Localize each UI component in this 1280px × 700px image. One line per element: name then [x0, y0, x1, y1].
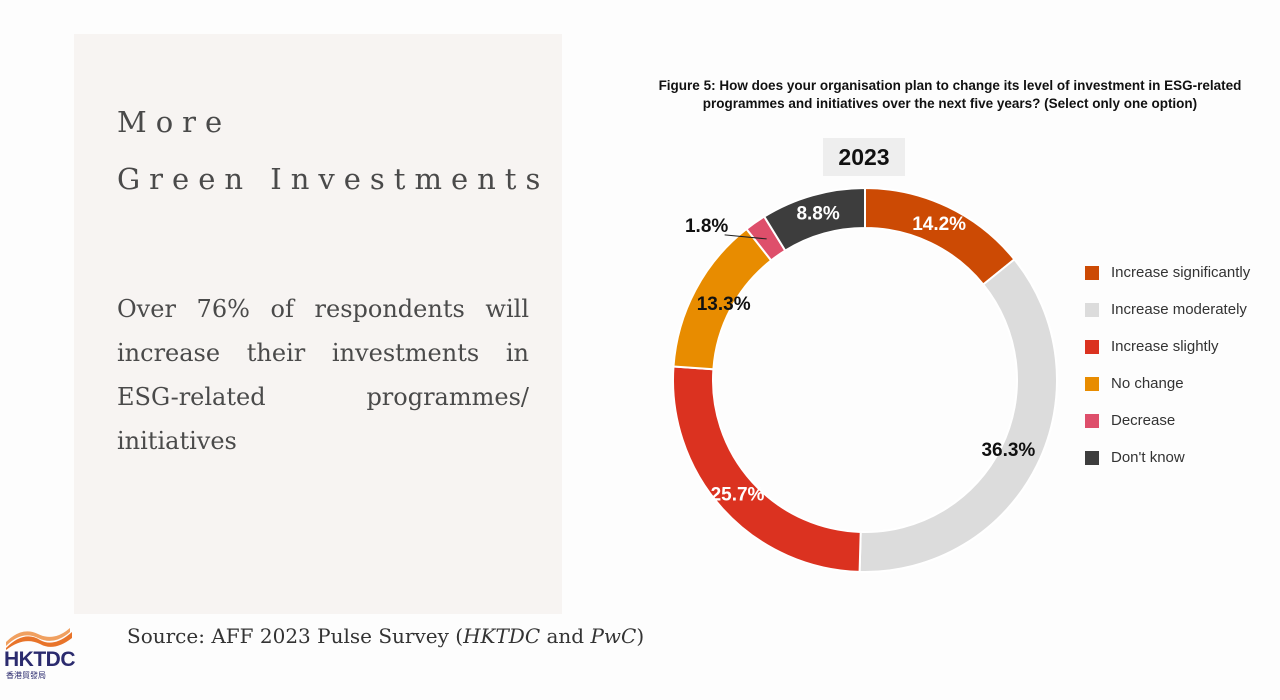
source-and: and — [540, 624, 591, 648]
source-org-hktdc: HKTDC — [463, 624, 541, 648]
data-label-no-change: 13.3% — [697, 294, 751, 315]
headline: More Green Investments — [117, 94, 549, 208]
summary-text: Over 76% of respondents will increase th… — [117, 295, 529, 455]
headline-line-1: More — [117, 105, 232, 139]
legend-item-no-change: No change — [1085, 365, 1250, 402]
logo-text: HKTDC — [4, 648, 76, 671]
legend-swatch — [1085, 450, 1099, 465]
year-label: 2023 — [823, 138, 905, 176]
headline-line-2: Green Investments — [117, 162, 550, 196]
slice-don-t-know — [762, 186, 866, 252]
legend-item-increase-slightly: Increase slightly — [1085, 328, 1250, 365]
info-panel — [74, 34, 562, 614]
legend-item-decrease: Decrease — [1085, 402, 1250, 439]
source-suffix: ) — [636, 624, 645, 648]
legend-item-increase-moderately: Increase moderately — [1085, 291, 1250, 328]
source-org-pwc: PwC — [590, 624, 637, 648]
data-label-decrease: 1.8% — [685, 216, 728, 237]
legend-swatch — [1085, 413, 1099, 428]
leader-line-decrease — [724, 234, 767, 240]
data-label-increase-moderately: 36.3% — [981, 440, 1035, 461]
logo-wave-icon — [6, 628, 72, 650]
legend-item-don-t-know: Don't know — [1085, 439, 1250, 476]
legend-label: Increase significantly — [1111, 264, 1251, 281]
hktdc-logo-icon: HKTDC 香港貿發局 — [4, 626, 76, 680]
legend-swatch — [1085, 302, 1099, 317]
legend-label: Increase slightly — [1111, 338, 1219, 355]
data-label-increase-slightly: 25.7% — [711, 484, 765, 505]
source-citation: Source: AFF 2023 Pulse Survey (HKTDC and… — [127, 624, 644, 648]
data-label-don-t-know: 8.8% — [796, 204, 839, 225]
legend-swatch — [1085, 265, 1099, 280]
legend-label: Decrease — [1111, 412, 1176, 429]
figure-title: Figure 5: How does your organisation pla… — [658, 78, 1242, 111]
slice-increase-significantly — [864, 186, 1016, 286]
slice-increase-slightly — [672, 365, 862, 573]
legend-item-increase-significantly: Increase significantly — [1085, 254, 1250, 291]
data-label-increase-significantly: 14.2% — [912, 214, 966, 235]
slice-increase-moderately — [858, 257, 1058, 573]
legend-swatch — [1085, 376, 1099, 391]
legend-swatch — [1085, 339, 1099, 354]
legend-label: Increase moderately — [1111, 301, 1247, 318]
legend-label: No change — [1111, 375, 1184, 392]
legend-label: Don't know — [1111, 449, 1185, 466]
donut-chart: 14.2% 36.3% 25.7% 13.3% 1.8% 8.8% — [672, 186, 1058, 573]
source-prefix: Source: AFF 2023 Pulse Survey ( — [127, 624, 464, 648]
chart-legend: Increase significantly Increase moderatel… — [1085, 254, 1250, 476]
logo-subtext: 香港貿發局 — [6, 671, 46, 680]
